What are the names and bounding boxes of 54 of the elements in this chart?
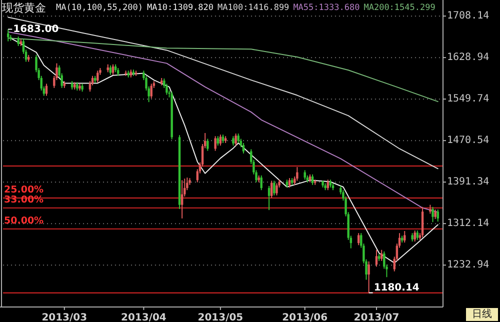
candlestick [150,83,152,99]
candlestick [375,249,378,268]
candlestick [260,174,262,191]
candlestick [234,133,237,146]
candlestick [96,70,99,84]
candlestick [311,174,314,186]
candlestick [421,206,424,238]
text: MA200:1545.299 [364,3,436,13]
candlestick [296,166,298,182]
candlestick [17,36,20,47]
candlestick [288,178,291,188]
candlestick [268,185,270,211]
candlestick [273,180,276,196]
candlestick [180,180,184,219]
candlestick [206,138,209,152]
button: 日线 [466,308,498,321]
y-tick-label: 1312.14 [447,218,490,230]
candlestick [232,136,234,146]
x-tick-label: 2013/04 [120,312,166,322]
y-tick-label: 1549.74 [447,94,490,105]
candlestick [414,230,416,242]
y-tick-label: 1232.94 [447,260,490,271]
text: MA100:1416.899 [218,3,290,13]
text: MA10:1309.820 [147,3,214,13]
y-tick-label: 1628.94 [447,52,490,64]
annotation: 1180.14 [374,282,420,294]
candlestick [416,230,419,240]
y-tick-label: 1391.34 [447,176,490,188]
candlestick [270,180,273,198]
candlestick [214,136,216,152]
candlestick [357,232,360,246]
annotation: 25.00% [4,184,44,196]
candlestick [276,182,278,196]
annotation: 1683.00 [13,24,59,35]
y-tick-label: 1470.54 [447,135,490,146]
candlestick [368,260,370,294]
x-tick-label: 2013/06 [282,312,328,322]
candlestick [404,230,406,244]
annotation: 50.00% [4,215,44,226]
chart-subtitle: MA(10,100,55,200) [56,3,143,13]
candlestick [219,134,222,146]
candlestick [432,206,434,223]
candlestick [436,209,439,222]
chart-title: 现货黄金 [2,2,46,14]
candlestick [434,209,436,220]
line-series [8,16,438,170]
x-tick-label: 2013/07 [354,312,400,322]
text: MA55:1333.680 [293,3,360,13]
x-tick-label: 2013/03 [42,312,88,322]
candlestick [380,249,383,262]
candlestick [242,142,245,154]
x-tick-label: 2013/05 [198,312,244,322]
candlestick [237,133,240,144]
y-tick-label: 1708.14 [447,10,490,22]
